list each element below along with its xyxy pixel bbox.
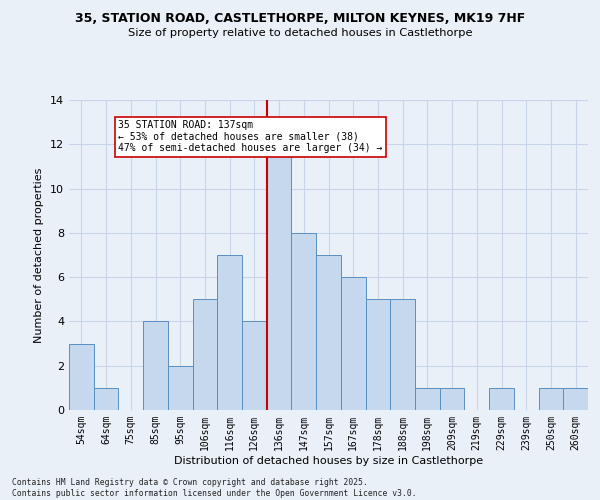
Bar [242, 322, 267, 410]
Bar [267, 144, 292, 410]
Bar [563, 388, 588, 410]
Y-axis label: Number of detached properties: Number of detached properties [34, 168, 44, 342]
Bar [390, 300, 415, 410]
X-axis label: Distribution of detached houses by size in Castlethorpe: Distribution of detached houses by size … [174, 456, 483, 466]
Text: 35 STATION ROAD: 137sqm
← 53% of detached houses are smaller (38)
47% of semi-de: 35 STATION ROAD: 137sqm ← 53% of detache… [118, 120, 383, 153]
Text: Contains HM Land Registry data © Crown copyright and database right 2025.
Contai: Contains HM Land Registry data © Crown c… [12, 478, 416, 498]
Bar [539, 388, 563, 410]
Bar [365, 300, 390, 410]
Bar [415, 388, 440, 410]
Bar [94, 388, 118, 410]
Bar [168, 366, 193, 410]
Text: Size of property relative to detached houses in Castlethorpe: Size of property relative to detached ho… [128, 28, 472, 38]
Bar [193, 300, 217, 410]
Bar [69, 344, 94, 410]
Bar [440, 388, 464, 410]
Bar [217, 255, 242, 410]
Text: 35, STATION ROAD, CASTLETHORPE, MILTON KEYNES, MK19 7HF: 35, STATION ROAD, CASTLETHORPE, MILTON K… [75, 12, 525, 26]
Bar [489, 388, 514, 410]
Bar [292, 233, 316, 410]
Bar [316, 255, 341, 410]
Bar [341, 277, 365, 410]
Bar [143, 322, 168, 410]
